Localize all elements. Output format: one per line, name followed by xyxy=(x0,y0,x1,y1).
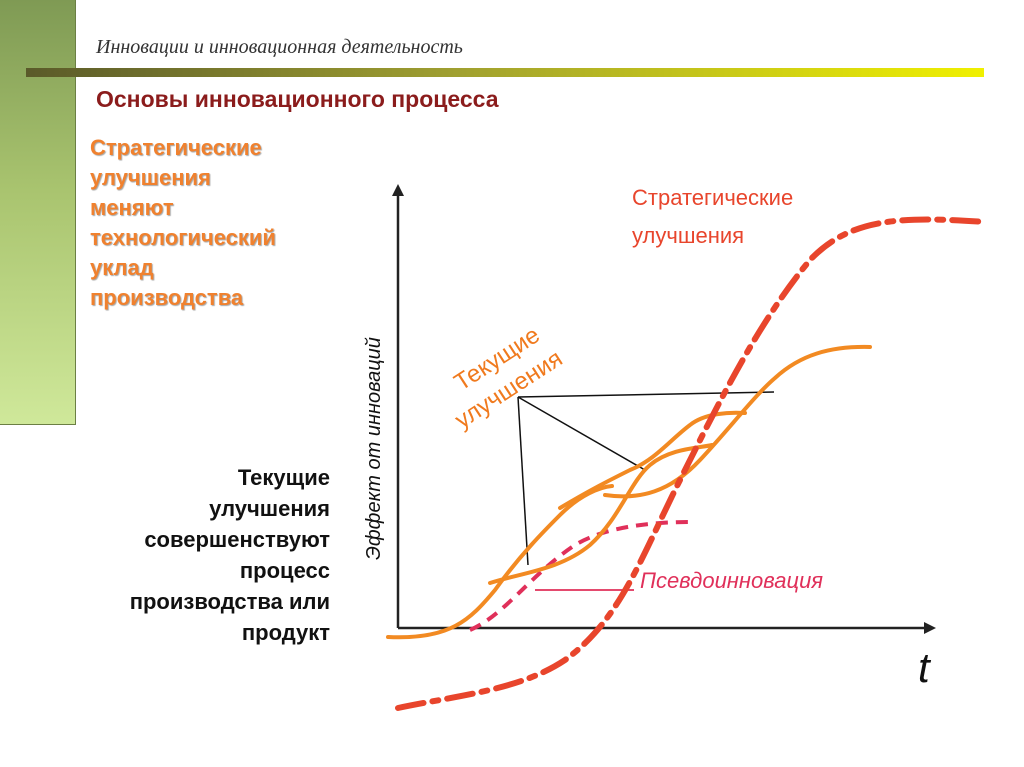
pseudo-innovation-label: Псевдоинновация xyxy=(640,568,823,593)
strategic-label-line1: Стратегические xyxy=(632,185,793,210)
slide-title: Основы инновационного процесса xyxy=(96,86,499,112)
current-curve-2 xyxy=(488,443,714,585)
x-axis-label: t xyxy=(918,644,932,691)
header-divider xyxy=(26,68,984,77)
strategic-improvements-note: Стратегические улучшения меняют технолог… xyxy=(90,135,276,310)
y-axis-label: Эффект от инноваций xyxy=(363,337,385,560)
current-curve-1 xyxy=(386,484,614,640)
pointer-lines xyxy=(517,391,775,566)
current-improvements-note: Текущие улучшения совершенствуют процесс… xyxy=(129,465,330,645)
header-title: Инновации и инновационная деятельность xyxy=(96,36,463,58)
strategic-label-line2: улучшения xyxy=(632,223,744,248)
strategic-improvement-curve xyxy=(395,216,988,711)
current-curve-4 xyxy=(603,344,872,499)
